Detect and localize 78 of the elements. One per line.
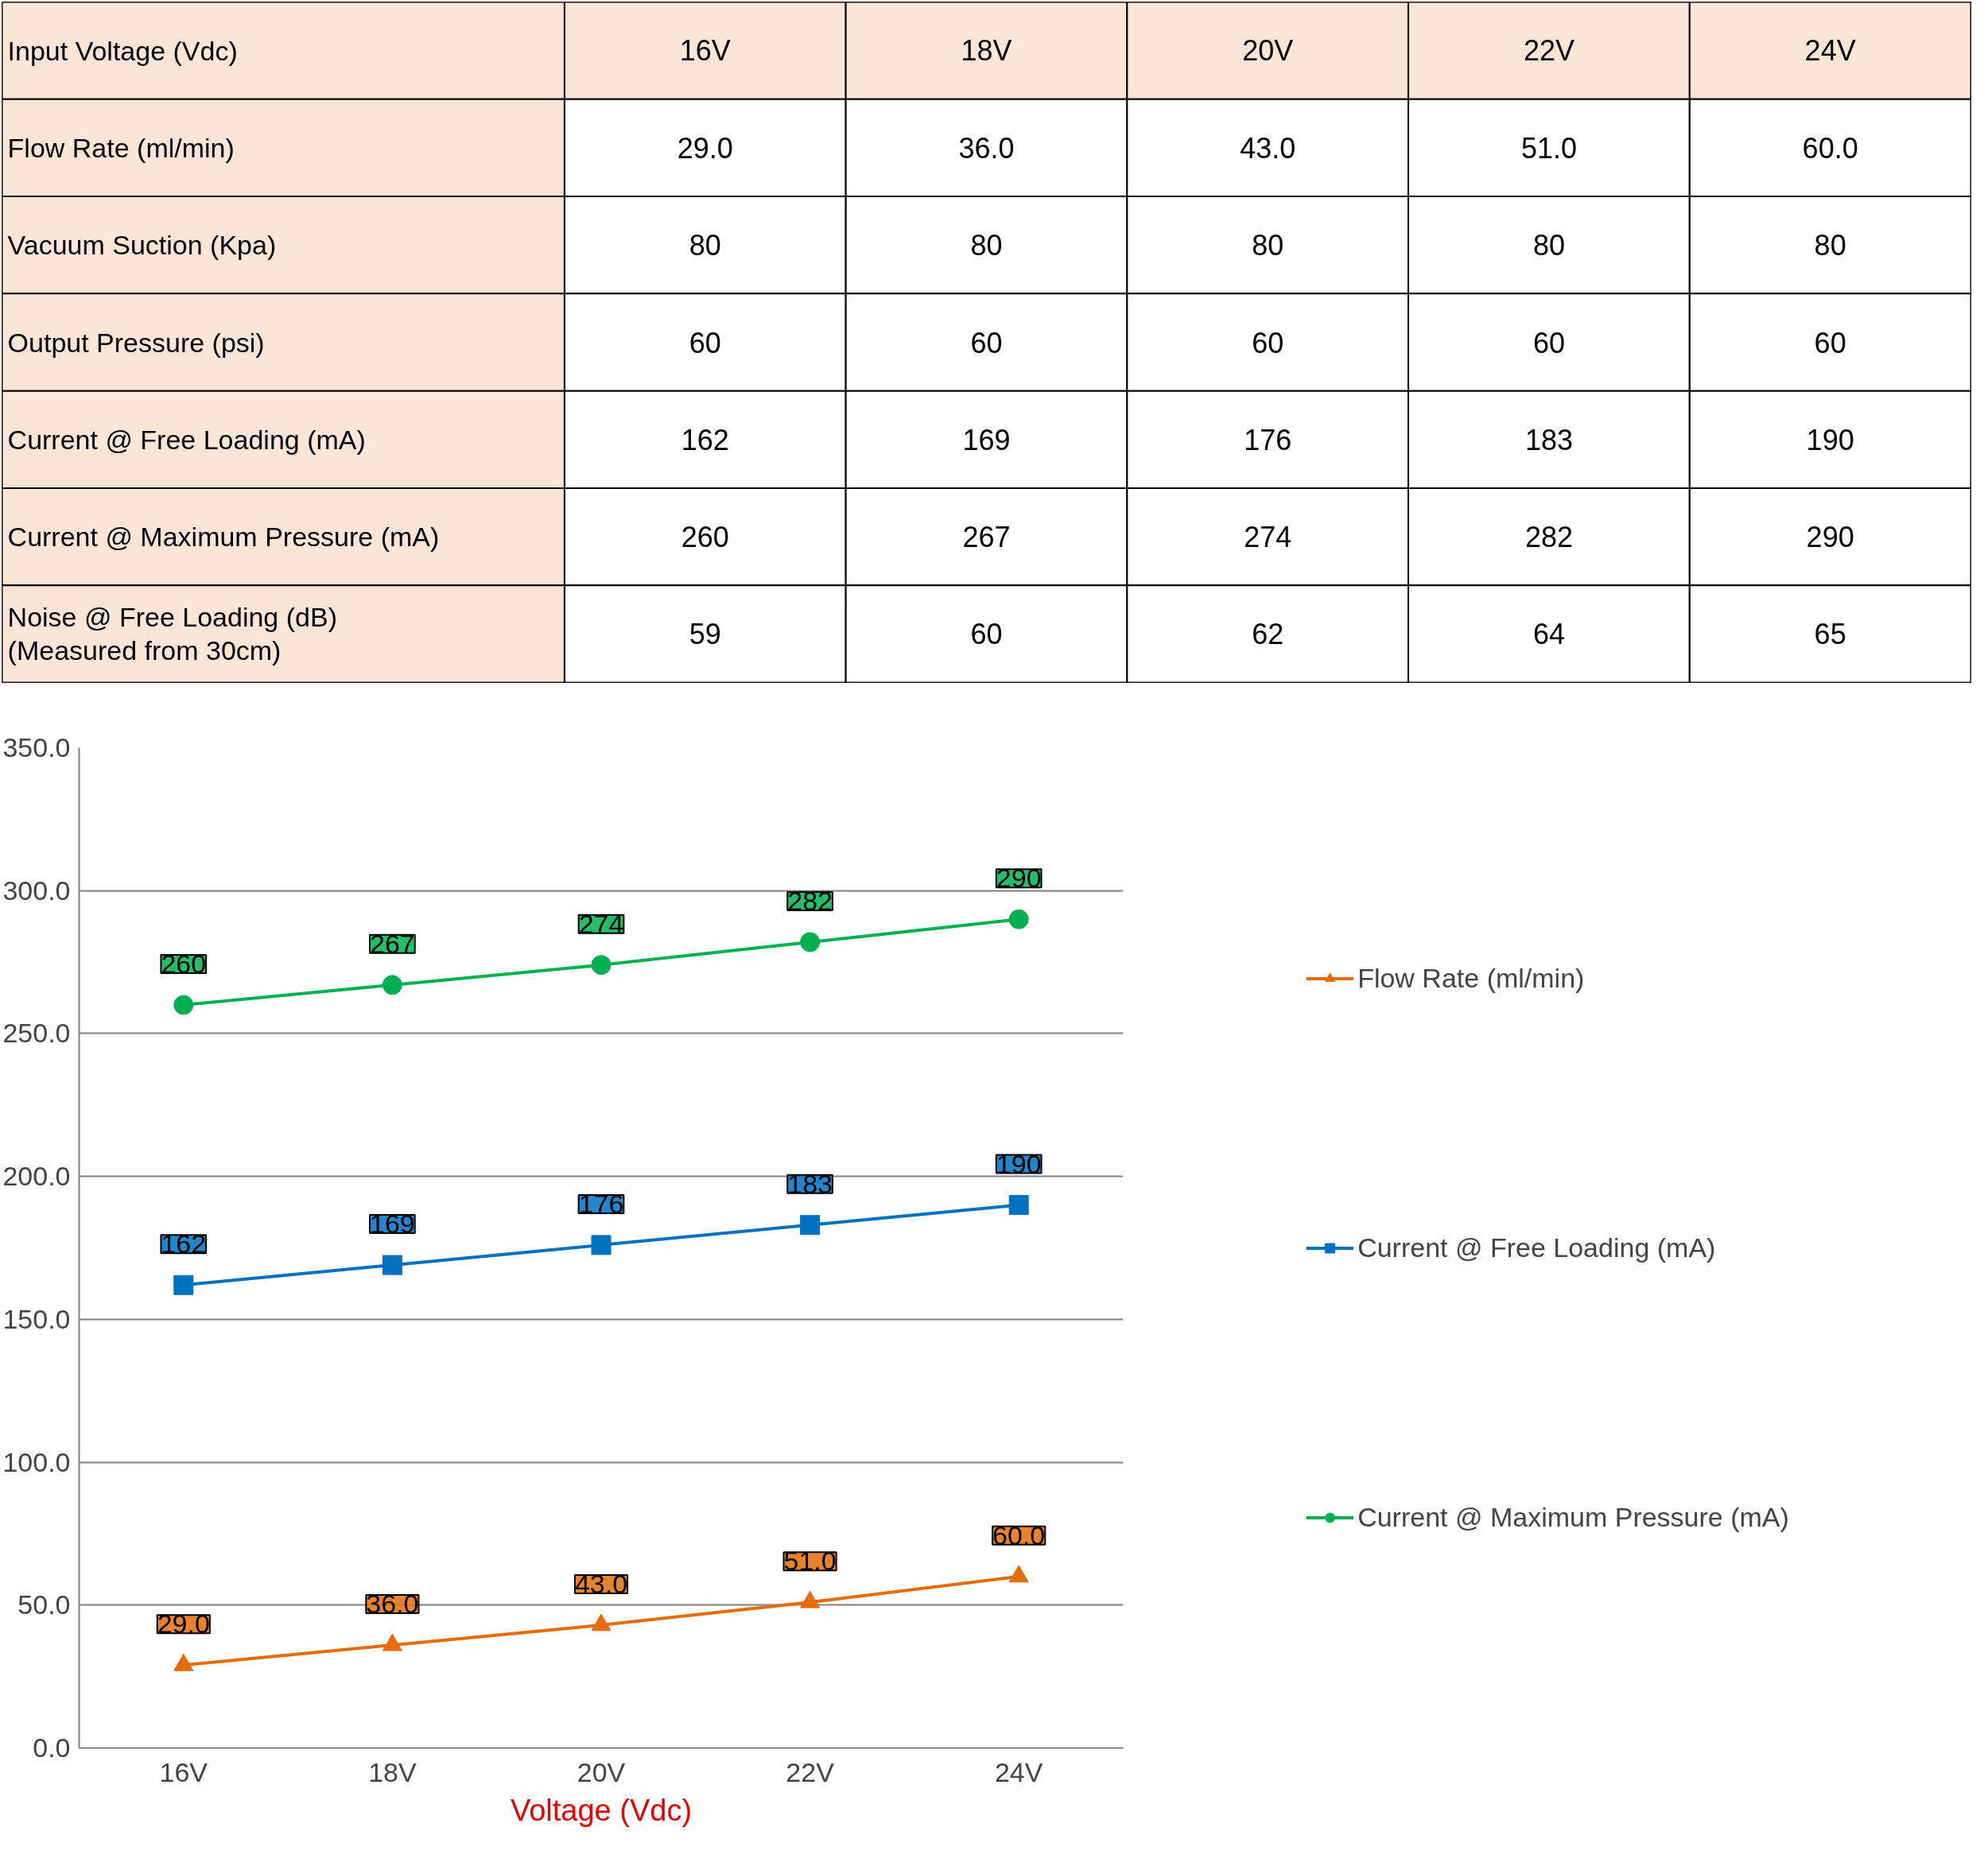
data-label: 60 <box>970 618 1003 651</box>
x-tick-label: 20V <box>1242 34 1294 68</box>
data-label: 282 <box>1524 521 1573 554</box>
data-label: 274 <box>1244 521 1292 554</box>
data-label: 190 <box>1806 423 1854 456</box>
data-label: 290 <box>996 863 1042 894</box>
data-label: 29.0 <box>677 131 733 165</box>
y-tick-label: 100.0 <box>2 1446 71 1477</box>
x-tick-label: 24V <box>994 1756 1043 1787</box>
y-tick-label: 0.0 <box>33 1732 71 1763</box>
x-axis-title: Voltage (Vdc) <box>510 1793 693 1827</box>
y-tick-label: Output Pressure (psi) <box>7 327 265 358</box>
data-label: 162 <box>161 1228 207 1259</box>
data-label: 65 <box>1814 618 1846 651</box>
point <box>382 1633 402 1651</box>
data-label: 80 <box>689 229 721 262</box>
x-tick-label: 16V <box>679 34 731 68</box>
legend-label: Current @ Free Loading (mA) <box>1357 1232 1716 1263</box>
legend-label: Current @ Maximum Pressure (mA) <box>1357 1501 1789 1533</box>
data-label: 176 <box>1244 423 1292 456</box>
y-tick-label: Vacuum Suction (Kpa) <box>7 230 277 261</box>
point <box>591 1613 612 1632</box>
data-label: 60 <box>1814 326 1846 359</box>
text: Input Voltage (Vdc) <box>7 35 238 66</box>
y-tick-label: 250.0 <box>2 1018 71 1049</box>
data-label: 60 <box>1532 326 1565 359</box>
y-tick-label: Current @ Free Loading (mA) <box>7 424 366 455</box>
point <box>591 1235 612 1255</box>
data-label: 60 <box>970 326 1003 359</box>
x-tick-label: 20V <box>577 1756 626 1787</box>
point <box>173 1275 194 1295</box>
x-tick-label: 18V <box>368 1756 417 1787</box>
x-tick-label: 22V <box>1523 34 1574 68</box>
x-tick-label: 18V <box>961 34 1012 68</box>
point <box>173 1653 194 1671</box>
data-label: 80 <box>970 229 1003 262</box>
y-tick-label: Current @ Maximum Pressure (mA) <box>7 522 440 553</box>
point <box>382 1255 402 1275</box>
data-label: 80 <box>1252 229 1284 262</box>
point <box>382 975 402 995</box>
y-tick-label: Noise @ Free Loading (dB) (Measured from 30cm) <box>7 602 337 666</box>
data-label: 162 <box>681 423 729 456</box>
data-label: 60 <box>689 326 721 359</box>
data-label: 60.0 <box>1802 131 1858 165</box>
data-label: 43.0 <box>1240 131 1296 165</box>
data-label: 169 <box>962 423 1011 456</box>
data-label: 29.0 <box>157 1608 210 1639</box>
point <box>800 932 821 953</box>
data-label: 183 <box>1524 423 1573 456</box>
y-tick-label: 350.0 <box>2 732 71 762</box>
point <box>173 995 194 1015</box>
data-label: 60 <box>1252 326 1284 359</box>
x-tick-label: 16V <box>159 1756 208 1787</box>
point <box>1008 1565 1029 1583</box>
data-label: 60.0 <box>992 1519 1046 1550</box>
y-tick-label: 200.0 <box>2 1161 71 1192</box>
data-label: 260 <box>681 521 729 554</box>
point <box>1008 1195 1029 1216</box>
data-label: 267 <box>962 521 1011 554</box>
y-tick-label: 50.0 <box>17 1589 71 1620</box>
data-label: 64 <box>1532 618 1565 651</box>
data-label: 36.0 <box>958 131 1015 165</box>
point <box>800 1215 821 1236</box>
y-tick-label: 300.0 <box>2 875 71 906</box>
data-label: 80 <box>1814 229 1846 262</box>
legend-label: Flow Rate (ml/min) <box>1357 962 1585 994</box>
point <box>591 955 612 976</box>
x-tick-label: 22V <box>786 1756 835 1787</box>
data-label: 80 <box>1532 229 1565 262</box>
data-label: 51.0 <box>1520 131 1577 165</box>
data-label: 59 <box>689 618 721 651</box>
y-tick-label: Flow Rate (ml/min) <box>7 132 235 163</box>
point <box>1008 909 1029 929</box>
point <box>800 1590 821 1608</box>
x-tick-label: 24V <box>1804 34 1856 68</box>
data-label: 290 <box>1806 521 1854 554</box>
data-label: 62 <box>1252 618 1284 651</box>
y-tick-label: 150.0 <box>2 1303 71 1334</box>
